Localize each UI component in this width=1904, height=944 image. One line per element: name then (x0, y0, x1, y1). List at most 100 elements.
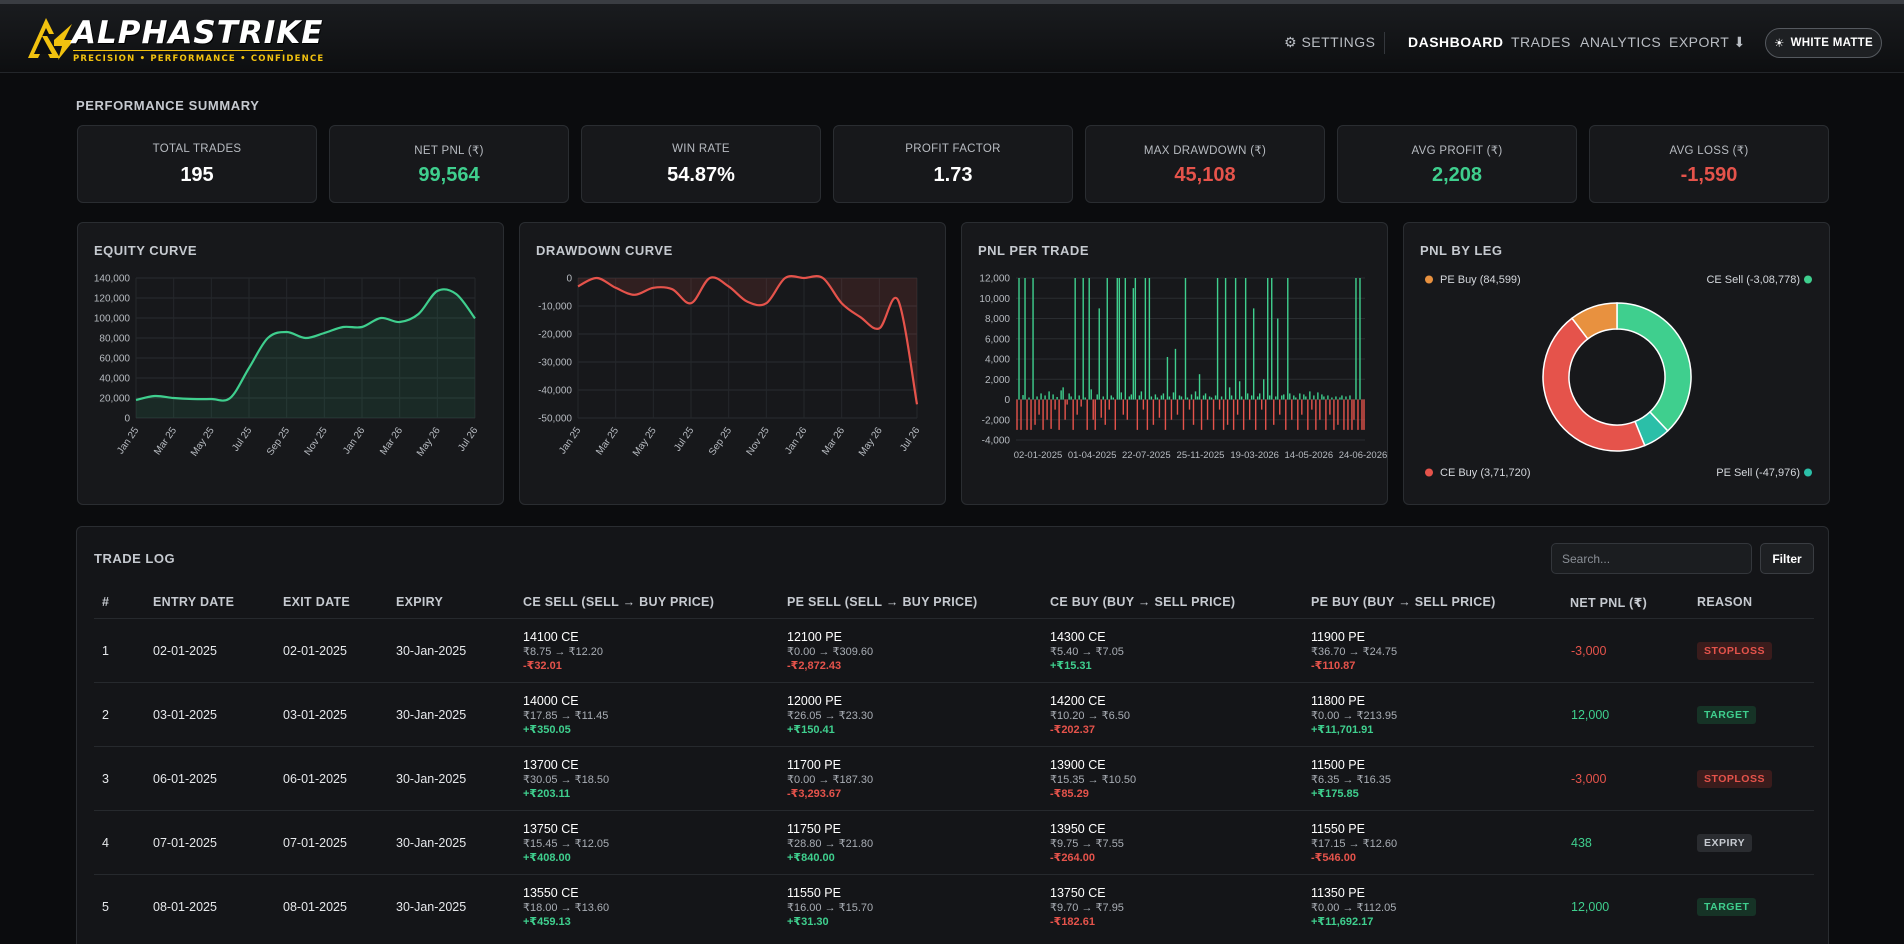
bar (1130, 394, 1133, 400)
y-tick-label: 140,000 (94, 274, 131, 285)
bar (1349, 395, 1351, 400)
brand-logo[interactable]: ALPHASTRIKE PRECISION • PERFORMANCE • CO… (24, 14, 323, 66)
bar (1192, 399, 1195, 425)
bar (1291, 399, 1293, 420)
col-header-reason[interactable]: REASON (1697, 595, 1753, 609)
bar (1313, 395, 1315, 400)
nav-analytics[interactable]: ANALYTICS (1580, 34, 1662, 50)
nav-trades[interactable]: TRADES (1511, 34, 1571, 50)
bar (1355, 278, 1357, 400)
drawdown-curve-chart: 0-10,000-20,000-30,000-40,000-50,000Jan … (538, 274, 923, 459)
leg-strike: 11550 PE (1311, 822, 1365, 836)
leg-prices: ₹30.05 → ₹18.50 (523, 774, 610, 786)
legend-label: PE Buy (84,599) (1440, 274, 1521, 286)
bar (1248, 399, 1251, 420)
kpi-card-avg-loss: AVG LOSS (₹) -1,590 (1589, 125, 1829, 203)
table-row[interactable]: 4 07-01-2025 07-01-2025 30-Jan-2025 13750 C… (94, 810, 1814, 874)
drawdown-curve-card: DRAWDOWN CURVE 0 -10,000 -20,000 -30,000 -40… (519, 222, 946, 505)
col-header-net-pnl[interactable]: NET PNL (₹) (1570, 596, 1648, 610)
x-tick-label: 24-06-2026 (1339, 450, 1388, 461)
leg-pnl: -₹3,293.67 (787, 788, 842, 800)
x-tick-label: May 25 (189, 425, 217, 459)
bar (1126, 399, 1129, 420)
bar (1128, 396, 1131, 400)
bar (1353, 399, 1355, 420)
nav-export[interactable]: EXPORT ⬇ (1669, 34, 1746, 50)
kpi-card-profit-factor: PROFIT FACTOR 1.73 (833, 125, 1073, 203)
bar (1343, 399, 1345, 430)
bar (1359, 278, 1361, 400)
cell-pe-sell: 12000 PE ₹26.05 → ₹23.30 +₹150.41 (787, 694, 873, 737)
y-tick-label: 0 (1004, 395, 1010, 406)
bar (1331, 397, 1333, 400)
leg-strike: 11500 PE (1311, 758, 1365, 772)
y-tick-label: 100,000 (94, 314, 131, 325)
bar (1156, 397, 1159, 400)
bar (1327, 395, 1329, 400)
x-tick-label: Jan 26 (341, 425, 367, 456)
bar (1074, 278, 1076, 400)
col-header-exit-date[interactable]: EXIT DATE (283, 595, 351, 609)
bar (1337, 399, 1339, 425)
bar (1202, 395, 1205, 400)
bar (1102, 396, 1104, 400)
trade-search-input[interactable] (1551, 543, 1752, 574)
leg-prices: ₹0.00 → ₹187.30 (787, 774, 874, 786)
kpi-label: PROFIT FACTOR (905, 143, 1001, 155)
x-tick-label: Jan 25 (115, 425, 141, 456)
kpi-label: NET PNL (₹) (414, 145, 484, 157)
col-header-pe-sell[interactable]: PE SELL (SELL → BUY PRICE) (787, 595, 978, 609)
cell-pe-buy: 11800 PE ₹0.00 → ₹213.95 +₹11,701.91 (1311, 694, 1397, 737)
leg-strike: 13750 CE (1050, 886, 1106, 900)
y-tick-label: -2,000 (982, 415, 1011, 426)
table-row[interactable]: 5 08-01-2025 08-01-2025 30-Jan-2025 13550 C… (94, 874, 1814, 938)
kpi-value: 45,108 (1174, 164, 1236, 186)
leg-pnl: -₹546.00 (1311, 852, 1356, 864)
theme-toggle-button[interactable]: ☀ WHITE MATTE (1765, 28, 1882, 58)
reason-badge: STOPLOSS (1697, 770, 1772, 788)
bar (1256, 396, 1259, 400)
filter-button[interactable]: Filter (1760, 543, 1814, 574)
col-header-num[interactable]: # (102, 595, 110, 609)
leg-pnl: +₹840.00 (787, 852, 835, 864)
bar (1028, 397, 1030, 400)
cell-expiry: 30-Jan-2025 (396, 644, 467, 658)
leg-strike: 11350 PE (1311, 886, 1365, 900)
nav-divider (1384, 32, 1385, 54)
bar (1100, 399, 1102, 418)
bar (1144, 278, 1147, 400)
col-header-pe-buy[interactable]: PE BUY (BUY → SELL PRICE) (1311, 595, 1496, 609)
bar (1174, 348, 1177, 400)
bar (1315, 399, 1317, 430)
col-header-ce-sell[interactable]: CE SELL (SELL → BUY PRICE) (523, 595, 715, 609)
leg-pnl: +₹11,701.91 (1311, 724, 1374, 736)
col-header-entry-date[interactable]: ENTRY DATE (153, 595, 235, 609)
x-tick-label: Jul 25 (230, 425, 255, 454)
bar (1194, 391, 1197, 400)
bar (1034, 399, 1036, 425)
table-row[interactable]: 1 02-01-2025 02-01-2025 30-Jan-2025 14100 C… (94, 618, 1814, 682)
table-row[interactable]: 2 03-01-2025 03-01-2025 30-Jan-2025 14000 C… (94, 682, 1814, 746)
bar (1094, 399, 1096, 430)
table-row[interactable]: 3 06-01-2025 06-01-2025 30-Jan-2025 13700 C… (94, 746, 1814, 810)
col-header-expiry[interactable]: EXPIRY (396, 595, 444, 609)
bar (1325, 399, 1327, 430)
leg-strike: 13550 CE (523, 886, 579, 900)
bar (1122, 399, 1125, 415)
cell-pe-sell: 11550 PE ₹16.00 → ₹15.70 +₹31.30 (787, 886, 873, 929)
kpi-card-win-rate: WIN RATE 54.87% (581, 125, 821, 203)
bar (1363, 399, 1365, 430)
col-header-ce-buy[interactable]: CE BUY (BUY → SELL PRICE) (1050, 595, 1236, 609)
nav-settings[interactable]: ⚙ SETTINGS (1284, 34, 1376, 50)
nav-dashboard[interactable]: DASHBOARD (1408, 34, 1504, 50)
bar (1180, 396, 1183, 400)
y-tick-label: 60,000 (99, 354, 130, 365)
leg-pnl: -₹182.61 (1050, 916, 1095, 928)
legend-label: PE Sell (-47,976) (1716, 467, 1800, 479)
trade-log-card: TRADE LOG Filter # ENTRY DATE EXIT DATE … (76, 526, 1829, 944)
bar (1303, 394, 1305, 400)
bar (1307, 399, 1309, 430)
cell-expiry: 30-Jan-2025 (396, 836, 467, 850)
bar (1136, 399, 1139, 430)
bar (1040, 393, 1042, 400)
